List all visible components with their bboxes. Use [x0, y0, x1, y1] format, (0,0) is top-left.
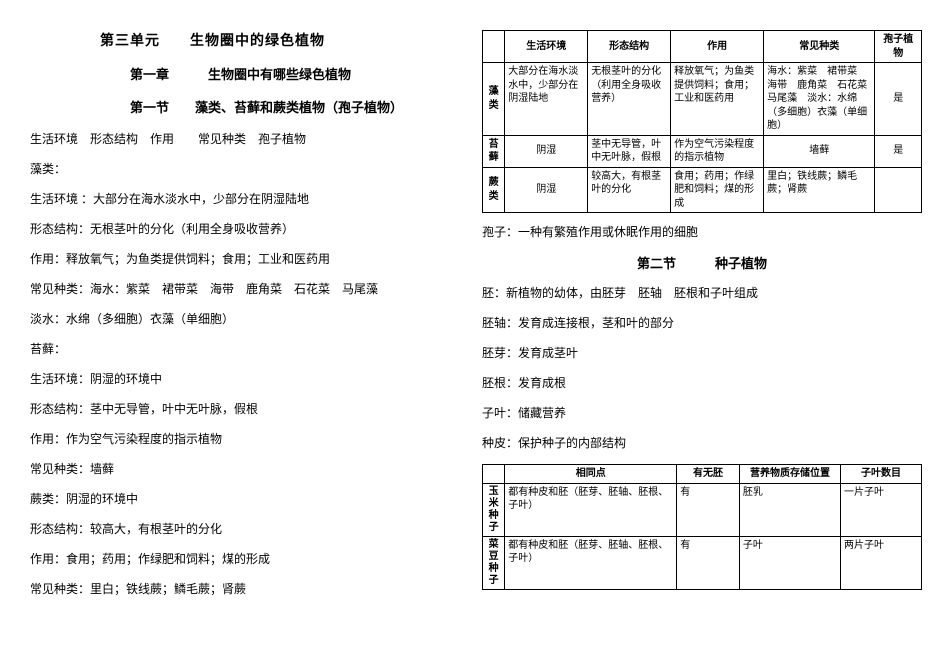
table-cell: 食用；药用；作绿肥和饲料；煤的形成 — [671, 167, 764, 213]
table-row-label: 菜豆种子 — [483, 536, 505, 589]
table-row: 菜豆种子 都有种皮和胚（胚芽、胚轴、胚根、子叶） 有 子叶 两片子叶 — [483, 536, 922, 589]
table-cell: 阴湿 — [505, 135, 588, 167]
table-cell: 一片子叶 — [841, 483, 922, 536]
table-row: 蕨类 阴湿 较高大，有根茎叶的分化 食用；药用；作绿肥和饲料；煤的形成 里白；铁… — [483, 167, 922, 213]
body-line: 生活环境 ：大部分在海水淡水中，少部分在阴湿陆地 — [30, 190, 454, 208]
table-cell: 都有种皮和胚（胚芽、胚轴、胚根、子叶） — [505, 536, 677, 589]
body-line: 常见种类：里白；铁线蕨；鳞毛蕨；肾蕨 — [30, 580, 454, 598]
table-row-label: 苔藓 — [483, 135, 505, 167]
table-row: 玉米种子 都有种皮和胚（胚芽、胚轴、胚根、子叶） 有 胚乳 一片子叶 — [483, 483, 922, 536]
table-cell: 海水：紫菜 裙带菜 海带 鹿角菜 石花菜 马尾藻 淡水：水绵（多细胞）衣藻（单细… — [764, 63, 875, 136]
table-cell: 较高大，有根茎叶的分化 — [588, 167, 671, 213]
body-line: 生活环境 形态结构 作用 常见种类 孢子植物 — [30, 130, 454, 148]
body-line: 胚轴：发育成连接根，茎和叶的部分 — [482, 314, 922, 332]
body-line: 作用：作为空气污染程度的指示植物 — [30, 430, 454, 448]
table-cell: 都有种皮和胚（胚芽、胚轴、胚根、子叶） — [505, 483, 677, 536]
body-line: 胚芽：发育成茎叶 — [482, 344, 922, 362]
body-line: 孢子：一种有繁殖作用或休眠作用的细胞 — [482, 223, 922, 241]
body-line: 子叶：储藏营养 — [482, 404, 922, 422]
spore-plants-table: 生活环境 形态结构 作用 常见种类 孢子植物 藻类 大部分在海水淡水中，少部分在… — [482, 30, 922, 213]
table-cell: 释放氧气；为鱼类提供饲料；食用；工业和医药用 — [671, 63, 764, 136]
table-header-cell: 孢子植物 — [875, 31, 922, 63]
body-line: 蕨类：阴湿的环境中 — [30, 490, 454, 508]
table-cell — [875, 167, 922, 213]
table-header-cell: 生活环境 — [505, 31, 588, 63]
table-header-cell: 营养物质存储位置 — [739, 465, 840, 484]
table-row-label: 藻类 — [483, 63, 505, 136]
table-row: 藻类 大部分在海水淡水中，少部分在阴湿陆地 无根茎叶的分化（利用全身吸收营养） … — [483, 63, 922, 136]
table-cell: 无根茎叶的分化（利用全身吸收营养） — [588, 63, 671, 136]
table-cell: 阴湿 — [505, 167, 588, 213]
table-cell: 有 — [677, 536, 740, 589]
table-header-cell: 有无胚 — [677, 465, 740, 484]
table-header-cell: 相同点 — [505, 465, 677, 484]
table-cell: 墙藓 — [764, 135, 875, 167]
body-line: 常见种类：海水：紫菜 裙带菜 海带 鹿角菜 石花菜 马尾藻 — [30, 280, 454, 298]
body-line: 常见种类：墙藓 — [30, 460, 454, 478]
section-heading: 第一节 藻类、苔藓和蕨类植物（孢子植物） — [30, 97, 454, 116]
table-header-row: 生活环境 形态结构 作用 常见种类 孢子植物 — [483, 31, 922, 63]
right-column: 生活环境 形态结构 作用 常见种类 孢子植物 藻类 大部分在海水淡水中，少部分在… — [472, 0, 944, 668]
body-line: 形态结构：较高大，有根茎叶的分化 — [30, 520, 454, 538]
table-cell: 胚乳 — [739, 483, 840, 536]
body-line: 作用：释放氧气；为鱼类提供饲料；食用；工业和医药用 — [30, 250, 454, 268]
table-header-cell: 子叶数目 — [841, 465, 922, 484]
page: 第三单元 生物圈中的绿色植物 第一章 生物圈中有哪些绿色植物 第一节 藻类、苔藓… — [0, 0, 945, 668]
body-line: 苔藓： — [30, 340, 454, 358]
body-line: 形态结构：无根茎叶的分化（利用全身吸收营养） — [30, 220, 454, 238]
table-cell: 有 — [677, 483, 740, 536]
table-header-cell — [483, 465, 505, 484]
table-cell: 作为空气污染程度的指示植物 — [671, 135, 764, 167]
body-line: 藻类： — [30, 160, 454, 178]
body-line: 作用：食用；药用；作绿肥和饲料；煤的形成 — [30, 550, 454, 568]
seed-plants-table: 相同点 有无胚 营养物质存储位置 子叶数目 玉米种子 都有种皮和胚（胚芽、胚轴、… — [482, 464, 922, 590]
unit-heading: 第三单元 生物圈中的绿色植物 — [30, 30, 454, 50]
section-heading: 第二节 种子植物 — [482, 253, 922, 272]
body-line: 生活环境：阴湿的环境中 — [30, 370, 454, 388]
body-line: 胚根：发育成根 — [482, 374, 922, 392]
table-row-label: 蕨类 — [483, 167, 505, 213]
left-column: 第三单元 生物圈中的绿色植物 第一章 生物圈中有哪些绿色植物 第一节 藻类、苔藓… — [0, 0, 472, 668]
table-cell: 里白；铁线蕨；鳞毛蕨；肾蕨 — [764, 167, 875, 213]
table-cell: 茎中无导管，叶中无叶脉，假根 — [588, 135, 671, 167]
body-line: 种皮：保护种子的内部结构 — [482, 434, 922, 452]
table-header-cell: 常见种类 — [764, 31, 875, 63]
table-cell: 两片子叶 — [841, 536, 922, 589]
table-row-label: 玉米种子 — [483, 483, 505, 536]
table-header-cell: 形态结构 — [588, 31, 671, 63]
table-cell: 子叶 — [739, 536, 840, 589]
body-line: 淡水：水绵（多细胞）衣藻（单细胞） — [30, 310, 454, 328]
chapter-heading: 第一章 生物圈中有哪些绿色植物 — [30, 64, 454, 83]
body-line: 胚：新植物的幼体，由胚芽 胚轴 胚根和子叶组成 — [482, 284, 922, 302]
table-header-cell: 作用 — [671, 31, 764, 63]
table-cell: 大部分在海水淡水中，少部分在阴湿陆地 — [505, 63, 588, 136]
table-cell: 是 — [875, 135, 922, 167]
table-cell: 是 — [875, 63, 922, 136]
body-line: 形态结构：茎中无导管，叶中无叶脉，假根 — [30, 400, 454, 418]
table-row: 苔藓 阴湿 茎中无导管，叶中无叶脉，假根 作为空气污染程度的指示植物 墙藓 是 — [483, 135, 922, 167]
table-header-row: 相同点 有无胚 营养物质存储位置 子叶数目 — [483, 465, 922, 484]
table-header-cell — [483, 31, 505, 63]
